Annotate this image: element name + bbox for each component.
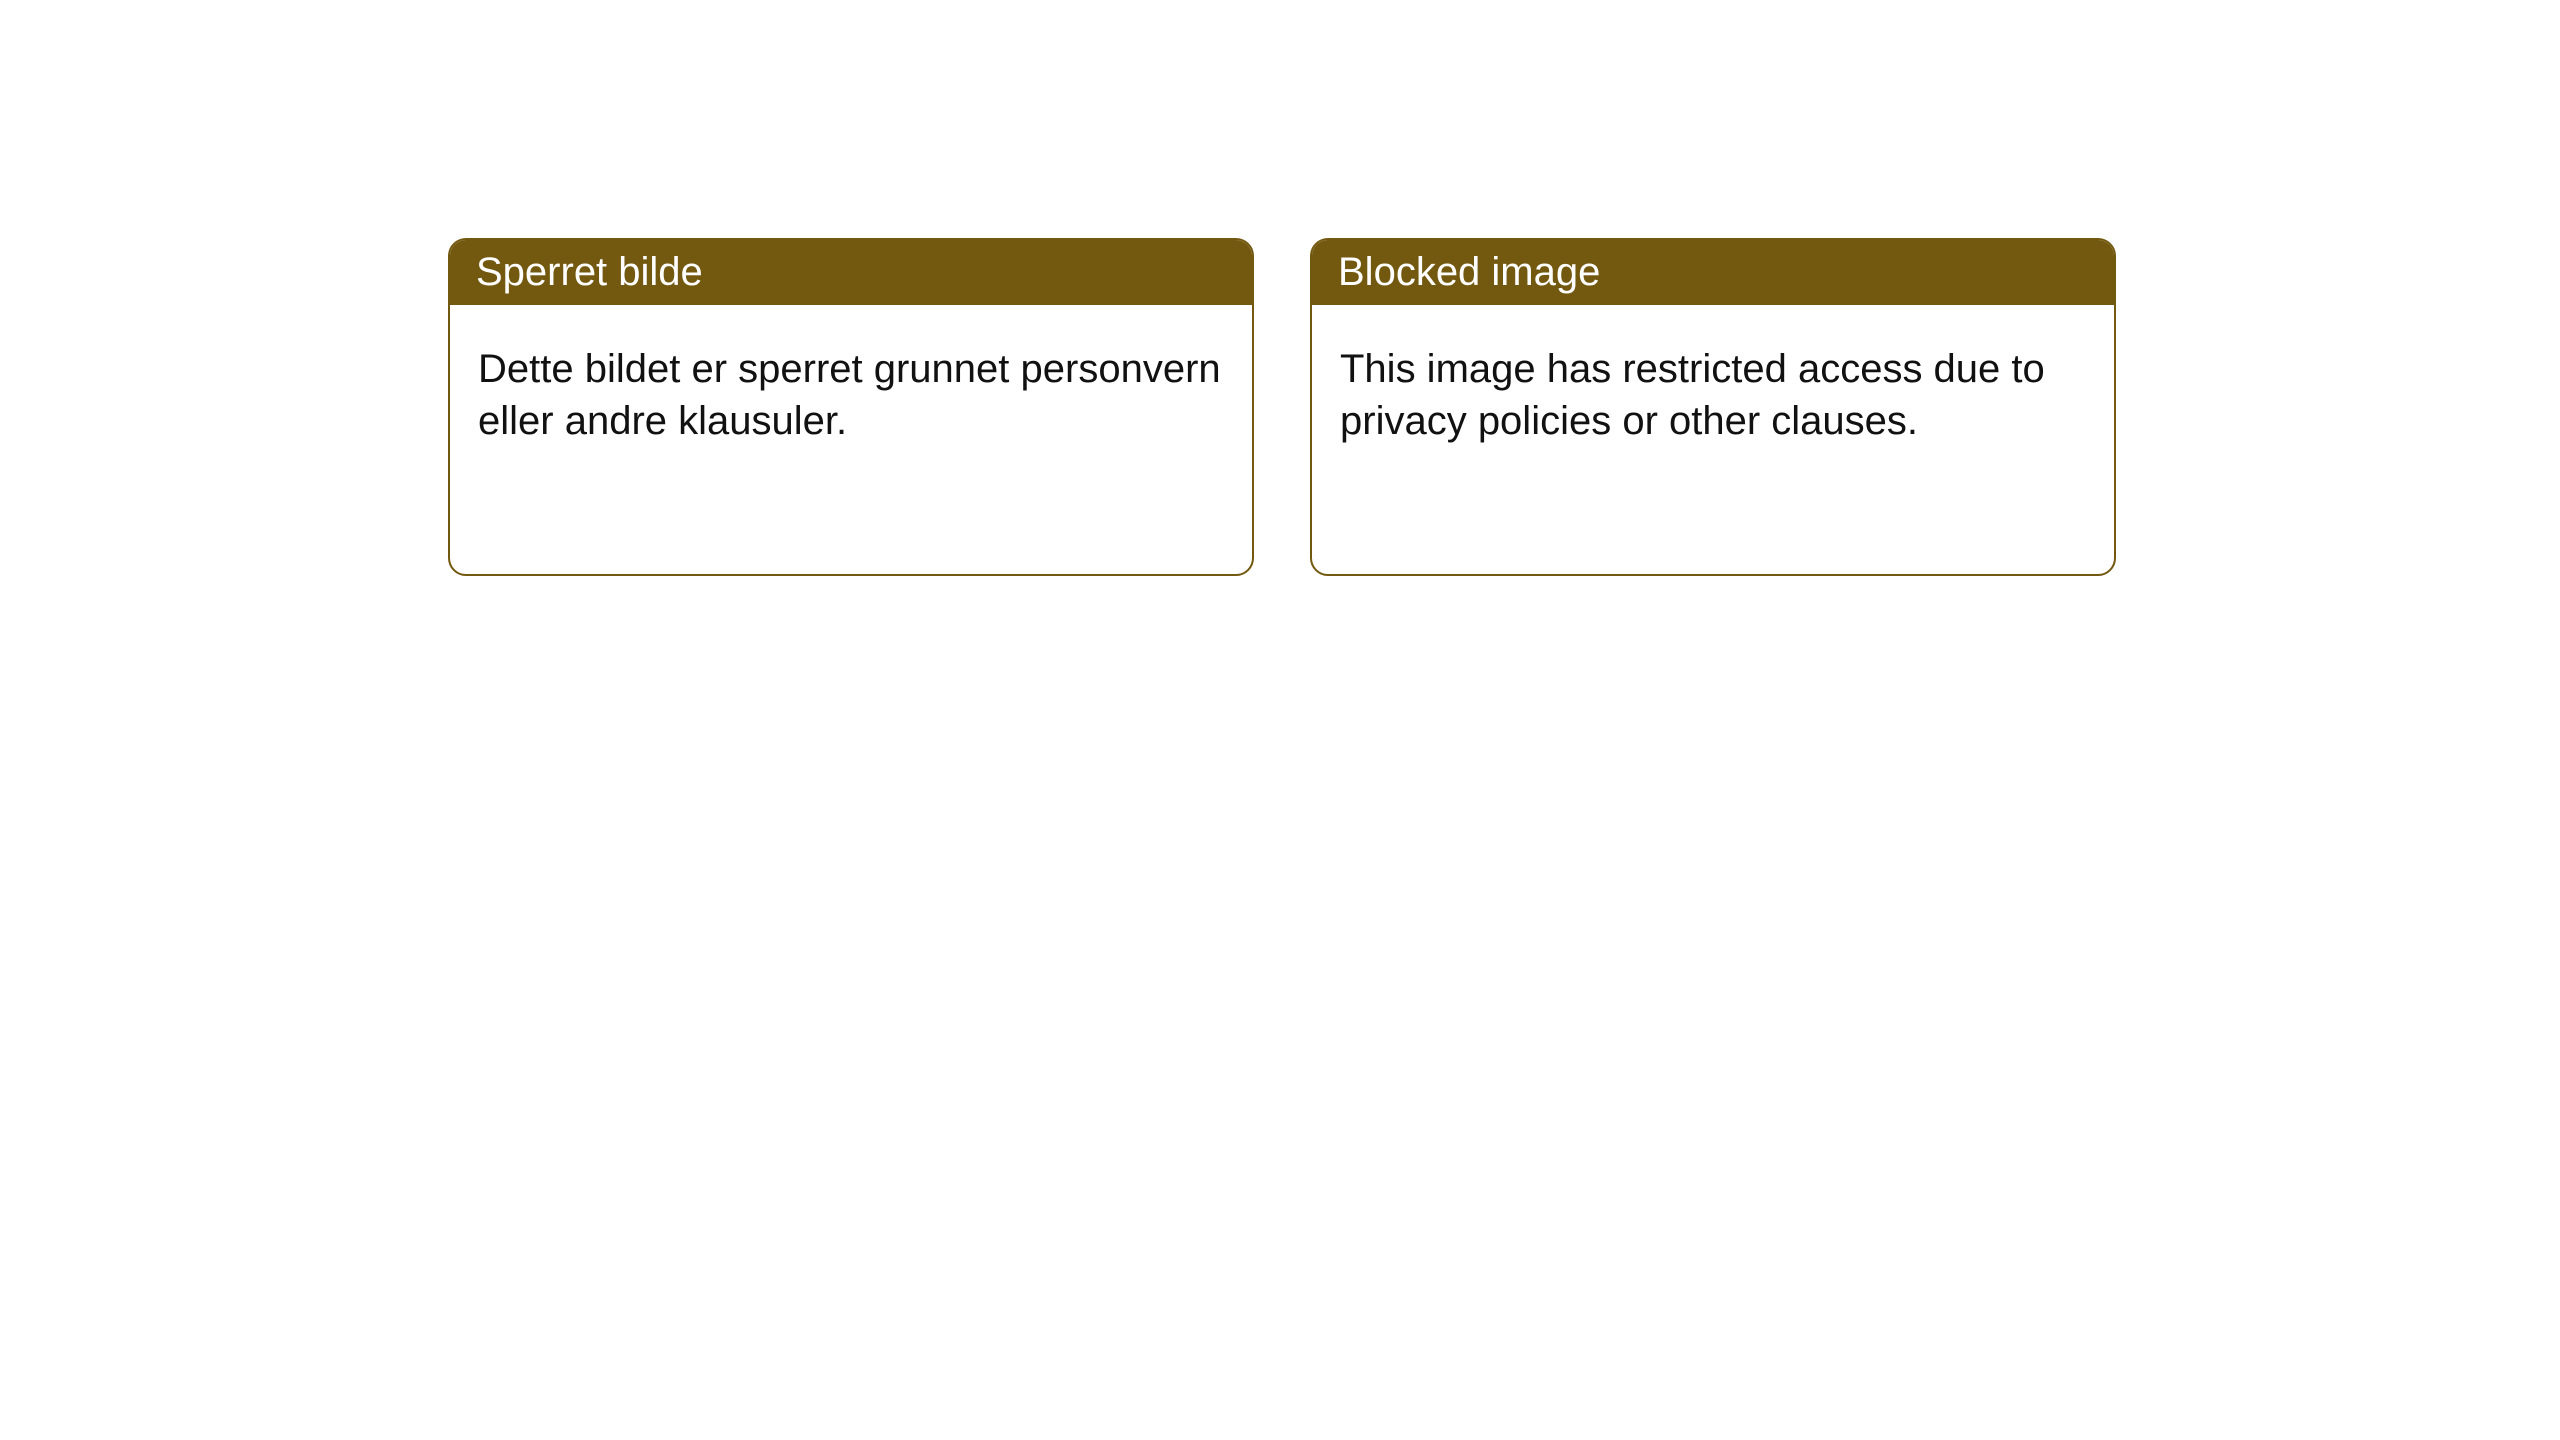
card-body-text: Dette bildet er sperret grunnet personve… (478, 347, 1221, 443)
card-body-text: This image has restricted access due to … (1340, 347, 2045, 443)
notice-card-english: Blocked image This image has restricted … (1310, 238, 2116, 576)
notice-cards-container: Sperret bilde Dette bildet er sperret gr… (448, 238, 2116, 576)
card-header: Sperret bilde (450, 240, 1252, 305)
card-header: Blocked image (1312, 240, 2114, 305)
card-body: This image has restricted access due to … (1312, 305, 2114, 485)
notice-card-norwegian: Sperret bilde Dette bildet er sperret gr… (448, 238, 1254, 576)
card-title: Sperret bilde (476, 250, 703, 294)
card-title: Blocked image (1338, 250, 1600, 294)
card-body: Dette bildet er sperret grunnet personve… (450, 305, 1252, 485)
